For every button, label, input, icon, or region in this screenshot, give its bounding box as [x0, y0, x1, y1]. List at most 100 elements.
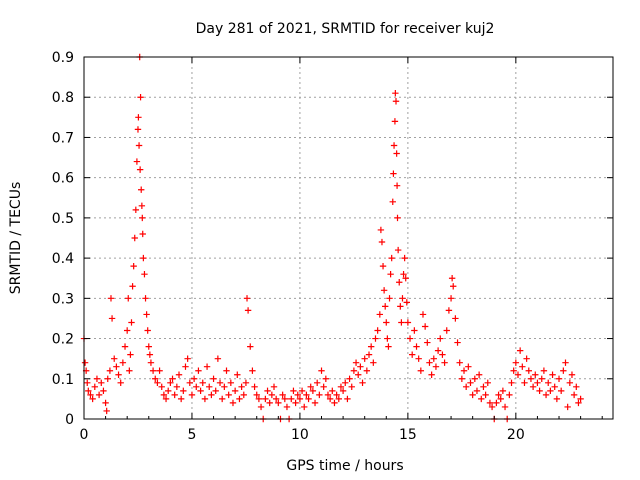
- data-point: [283, 403, 291, 411]
- data-point: [210, 375, 217, 382]
- data-point: [385, 343, 392, 350]
- data-point: [577, 395, 584, 403]
- data-point: [214, 355, 222, 362]
- data-point: [331, 399, 338, 407]
- x-tick-labels: 0 5 10 15 20: [80, 427, 525, 443]
- data-point: [131, 234, 138, 242]
- data-point: [424, 339, 431, 346]
- data-point: [386, 295, 393, 302]
- data-point: [281, 395, 289, 403]
- data-point: [525, 367, 532, 374]
- data-point: [223, 367, 230, 374]
- data-point: [547, 387, 554, 395]
- data-point: [540, 367, 548, 374]
- data-point: [417, 367, 425, 374]
- data-point: [335, 395, 342, 403]
- data-point: [128, 319, 135, 326]
- data-point: [249, 367, 256, 374]
- x-tick-label: 0: [80, 427, 89, 443]
- data-point: [171, 391, 178, 399]
- x-tick-label: 15: [399, 427, 417, 443]
- y-tick-label: 0.2: [52, 332, 74, 348]
- data-point: [393, 150, 400, 157]
- data-point: [234, 371, 241, 378]
- data-point: [311, 399, 319, 407]
- data-point: [404, 319, 412, 326]
- data-point: [84, 379, 91, 386]
- data-point: [206, 383, 213, 391]
- data-point: [478, 395, 485, 403]
- data-point: [272, 395, 280, 403]
- data-point: [445, 307, 453, 314]
- data-point: [378, 238, 386, 246]
- data-point: [173, 383, 181, 391]
- data-point: [387, 271, 394, 278]
- data-point: [397, 303, 404, 310]
- data-point: [392, 90, 399, 97]
- data-point: [499, 387, 507, 395]
- data-point: [193, 383, 200, 391]
- data-point: [296, 395, 304, 403]
- data-point: [562, 359, 569, 366]
- data-point: [216, 379, 224, 386]
- data-point: [527, 375, 535, 382]
- data-point: [564, 403, 571, 411]
- data-point: [212, 387, 219, 395]
- data-point: [270, 383, 278, 391]
- data-point: [141, 271, 148, 278]
- x-tick-label: 20: [507, 427, 525, 443]
- data-point: [324, 391, 332, 399]
- data-point: [421, 323, 429, 330]
- data-point: [452, 315, 459, 322]
- data-point: [342, 379, 349, 386]
- y-tick-label: 0.9: [52, 50, 74, 66]
- data-point: [247, 343, 254, 350]
- data-point: [244, 307, 252, 314]
- y-tick-label: 0.6: [52, 171, 74, 187]
- data-point: [175, 371, 183, 378]
- data-point: [143, 311, 150, 318]
- y-tick-labels: 0 0.1 0.2 0.3 0.4 0.5 0.6 0.7 0.8 0.9: [52, 50, 74, 428]
- data-point: [290, 387, 297, 395]
- data-point: [426, 359, 433, 366]
- data-point: [127, 351, 134, 358]
- data-point: [394, 214, 401, 222]
- data-point: [391, 118, 399, 125]
- data-point: [365, 351, 373, 358]
- data-point: [465, 363, 472, 370]
- data-point: [456, 359, 463, 366]
- data-point: [103, 407, 110, 415]
- data-point: [538, 375, 545, 382]
- data-point: [484, 379, 491, 386]
- data-point: [160, 391, 168, 399]
- data-point: [154, 379, 161, 386]
- data-point: [255, 395, 263, 403]
- data-point: [107, 295, 115, 302]
- data-point: [534, 379, 541, 386]
- data-point: [510, 367, 517, 374]
- data-point: [333, 391, 340, 399]
- data-point: [460, 367, 468, 374]
- data-point: [403, 299, 410, 306]
- data-point: [374, 327, 381, 334]
- axis-ticks: [83, 56, 613, 420]
- data-point: [383, 319, 390, 326]
- data-point: [208, 391, 215, 399]
- data-point: [279, 391, 286, 399]
- data-point: [229, 399, 237, 407]
- data-point: [188, 391, 196, 399]
- data-point: [361, 355, 368, 362]
- y-tick-label: 0.8: [52, 90, 74, 106]
- data-point: [443, 327, 450, 334]
- data-point: [350, 367, 358, 374]
- data-point: [156, 367, 163, 374]
- data-point: [529, 383, 537, 391]
- data-point: [195, 367, 202, 374]
- data-point: [318, 367, 325, 374]
- data-point: [376, 311, 384, 318]
- y-tick-label: 0.7: [52, 130, 74, 146]
- y-tick-label: 0: [65, 412, 74, 428]
- data-point: [108, 315, 116, 322]
- data-point: [359, 379, 366, 386]
- data-point: [85, 387, 92, 395]
